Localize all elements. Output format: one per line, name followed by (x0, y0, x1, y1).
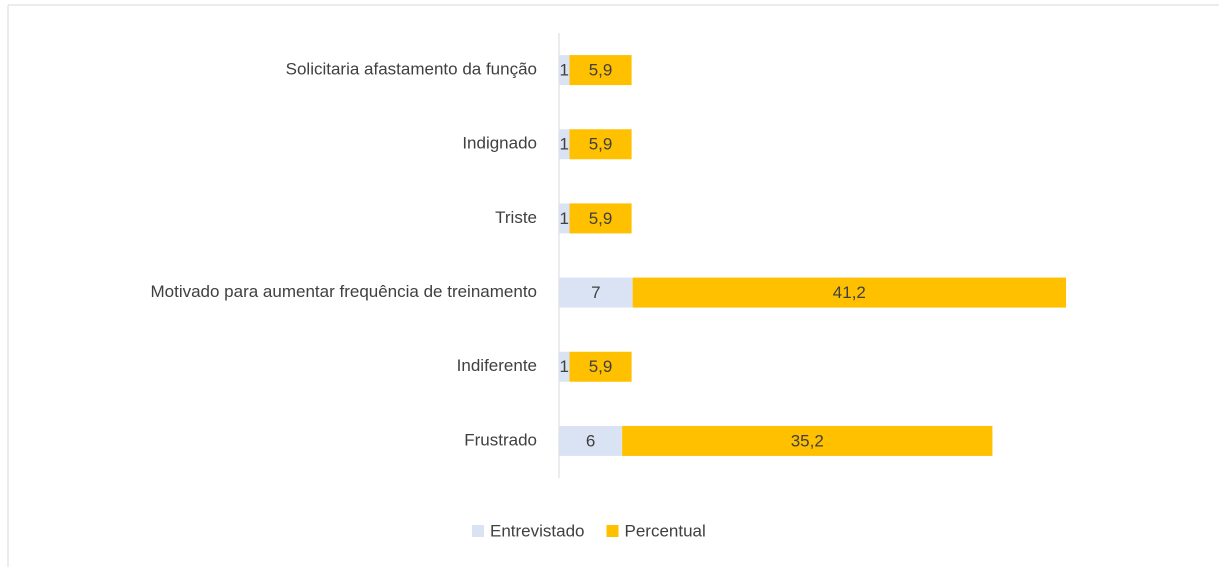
legend-label: Percentual (625, 521, 706, 540)
bar-segment (569, 351, 632, 382)
data-label: 35,2 (791, 431, 824, 450)
bar-segment (569, 55, 632, 86)
y-tick-label: Indiferente (457, 356, 537, 375)
legend-swatch (472, 525, 484, 537)
bar-segment (559, 55, 570, 86)
y-tick-label: Indignado (462, 134, 537, 153)
legend-swatch (606, 525, 619, 537)
data-label: 1 (560, 61, 569, 80)
data-label: 6 (586, 431, 595, 450)
bar-segment (559, 425, 623, 456)
data-label: 1 (560, 209, 569, 228)
legend-label: Entrevistado (490, 521, 585, 540)
data-label: 7 (591, 283, 600, 302)
data-label: 5,9 (589, 61, 613, 80)
data-label: 1 (560, 135, 569, 154)
y-tick-label: Solicitaria afastamento da função (286, 60, 537, 79)
bar-segment (559, 203, 570, 234)
data-label: 5,9 (589, 357, 613, 376)
data-label: 5,9 (589, 209, 613, 228)
bar-segment (559, 351, 570, 382)
bar-segment (632, 277, 1067, 308)
bar-segment (622, 425, 993, 456)
y-tick-label: Motivado para aumentar frequência de tre… (150, 282, 537, 301)
bar-segment (569, 129, 632, 160)
y-tick-label: Frustrado (464, 430, 537, 449)
bar-segment (559, 129, 570, 160)
data-label: 1 (560, 357, 569, 376)
y-tick-label: Triste (495, 208, 537, 227)
data-label: 41,2 (833, 283, 866, 302)
bar-segment (569, 203, 632, 234)
bar-segment (559, 277, 633, 308)
data-label: 5,9 (589, 135, 613, 154)
